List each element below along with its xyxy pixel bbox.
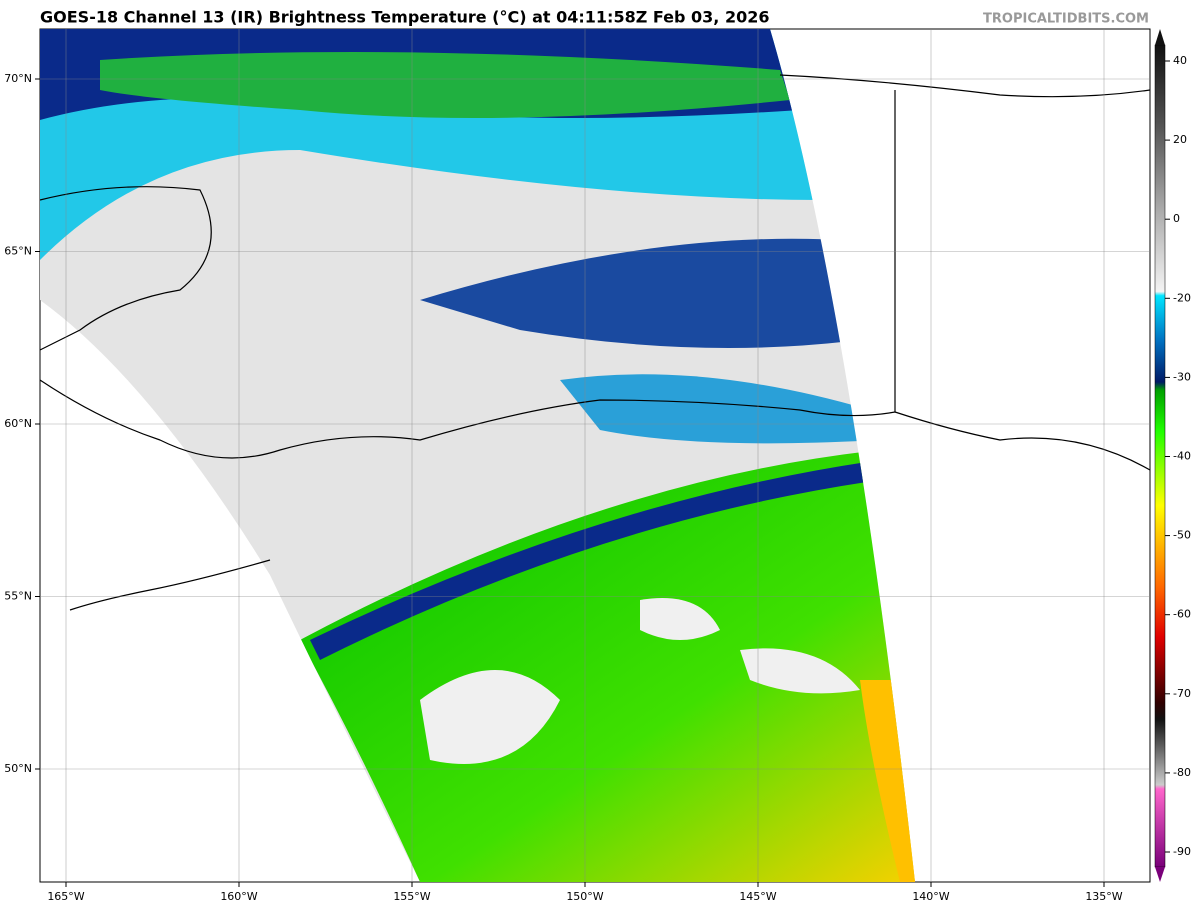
colorbar-label: -40 [1173, 450, 1191, 463]
colorbar-label: -20 [1173, 291, 1191, 304]
lon-label: 150°W [566, 890, 603, 903]
lat-label: 60°N [4, 417, 32, 430]
colorbar-label: 40 [1173, 54, 1187, 67]
lat-label: 55°N [4, 590, 32, 603]
lat-label: 70°N [4, 72, 32, 85]
watermark: TROPICALTIDBITS.COM [983, 12, 1149, 27]
colorbar-label: -90 [1173, 845, 1191, 858]
lat-label: 50°N [4, 762, 32, 775]
title: GOES-18 Channel 13 (IR) Brightness Tempe… [40, 8, 769, 27]
lon-label: 140°W [912, 890, 949, 903]
graticule [40, 29, 1150, 882]
colorbar-top-extend [1155, 29, 1165, 45]
colorbar-label: 0 [1173, 212, 1180, 225]
lon-label: 160°W [220, 890, 257, 903]
lon-label: 135°W [1085, 890, 1122, 903]
colorbar-label: -80 [1173, 766, 1191, 779]
colorbar-label: 20 [1173, 133, 1187, 146]
colorbar-label: -70 [1173, 687, 1191, 700]
lon-label: 145°W [739, 890, 776, 903]
colorbar-label: -50 [1173, 529, 1191, 542]
lon-label: 155°W [393, 890, 430, 903]
colorbar-bottom-extend [1155, 867, 1165, 882]
colorbar-label: -30 [1173, 370, 1191, 383]
colorbar-label: -60 [1173, 608, 1191, 621]
lat-label: 65°N [4, 245, 32, 258]
colorbar [1154, 44, 1166, 868]
lon-label: 165°W [47, 890, 84, 903]
